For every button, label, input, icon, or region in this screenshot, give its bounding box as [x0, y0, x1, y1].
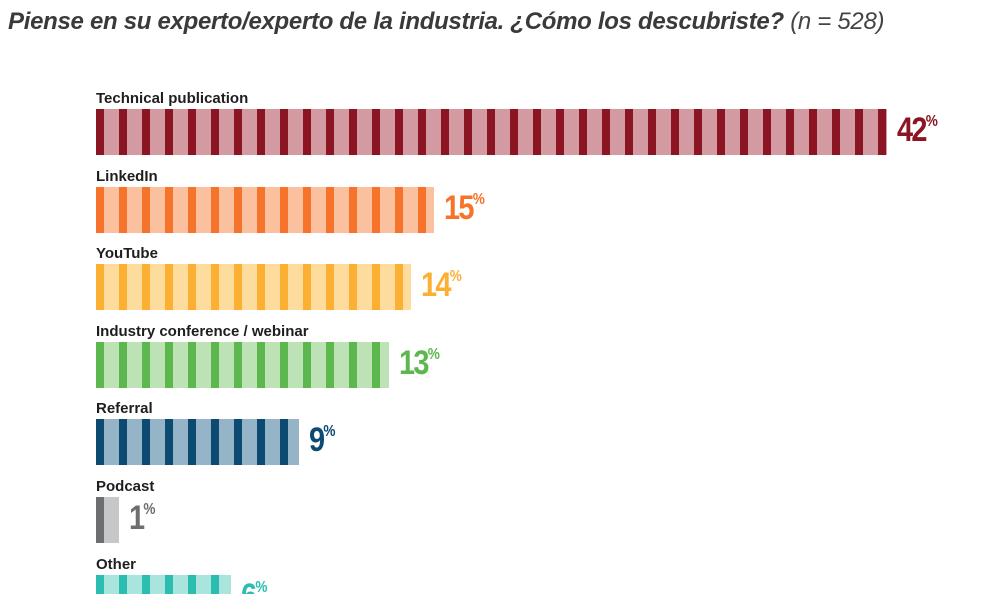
- category-label: Technical publication: [96, 90, 249, 107]
- bar: [96, 186, 434, 233]
- chart-area: Technical publication 42% LinkedIn 15% YouTu…: [96, 90, 938, 594]
- category-label: Podcast: [96, 478, 155, 495]
- value-label: 14%: [421, 266, 462, 305]
- category-label: Other: [96, 555, 137, 573]
- value-label: 15%: [443, 188, 485, 227]
- bar: [96, 419, 299, 466]
- bar: [96, 264, 411, 311]
- category-label: LinkedIn: [96, 167, 158, 185]
- category-label: Industry conference / webinar: [96, 322, 309, 340]
- value-label: 13%: [398, 343, 440, 382]
- chart-title: Piense en su experto/experto de la indus…: [8, 8, 885, 36]
- sample-size: (n = 528): [790, 8, 885, 35]
- value-label: 6%: [241, 577, 268, 594]
- bar: [96, 109, 887, 155]
- value-label: 9%: [308, 421, 335, 460]
- category-label: Referral: [96, 400, 153, 418]
- bar: [96, 341, 389, 388]
- bar: [96, 497, 119, 543]
- value-label: 1%: [128, 499, 155, 537]
- value-label: 42%: [897, 111, 938, 149]
- title-text: Piense en su experto/experto de la indus…: [8, 8, 784, 35]
- bar: [96, 574, 231, 594]
- category-label: YouTube: [96, 245, 158, 263]
